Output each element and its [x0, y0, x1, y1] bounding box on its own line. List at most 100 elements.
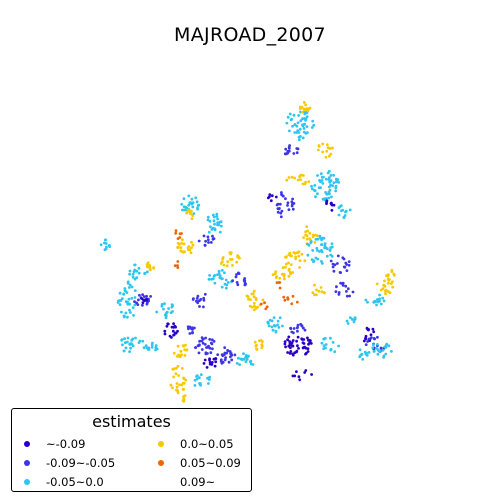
map-point: [382, 299, 386, 303]
map-point: [187, 203, 191, 207]
map-point: [311, 249, 315, 252]
map-point: [120, 338, 124, 341]
map-point: [295, 124, 299, 128]
map-point: [220, 285, 224, 289]
map-point: [124, 311, 128, 315]
map-point: [128, 308, 131, 312]
map-point: [378, 297, 381, 301]
map-point: [198, 376, 201, 379]
map-point: [329, 336, 332, 340]
map-point: [329, 246, 333, 250]
map-point: [298, 266, 301, 269]
map-point: [386, 281, 390, 285]
map-point: [331, 341, 335, 344]
map-point: [324, 197, 328, 200]
map-point: [225, 264, 229, 268]
map-point: [170, 325, 174, 329]
map-point: [103, 238, 107, 242]
map-point: [302, 174, 305, 177]
map-point: [295, 349, 299, 353]
map-point: [295, 300, 299, 304]
map-point: [375, 282, 379, 286]
map-point: [200, 336, 204, 339]
map-point: [361, 357, 365, 361]
map-point: [289, 327, 293, 330]
map-point: [310, 126, 314, 129]
map-point: [275, 281, 279, 284]
map-point: [173, 264, 177, 268]
map-point: [194, 346, 197, 349]
map-point: [220, 361, 224, 365]
map-point: [154, 344, 158, 347]
map-point: [145, 294, 149, 298]
map-point: [252, 295, 256, 299]
map-point: [344, 210, 347, 214]
legend-marker: [158, 479, 164, 485]
map-point: [291, 352, 294, 356]
map-point: [297, 131, 301, 134]
map-point: [353, 317, 357, 321]
map-point: [231, 264, 234, 267]
map-point: [229, 258, 232, 261]
map-point: [321, 182, 325, 185]
map-point: [202, 362, 206, 365]
map-point: [324, 346, 327, 350]
map-point: [196, 207, 200, 211]
map-point: [345, 319, 349, 323]
map-point: [122, 292, 126, 296]
map-point: [251, 292, 255, 296]
map-point: [287, 176, 291, 179]
map-point: [180, 250, 184, 253]
map-point: [364, 343, 368, 346]
map-point: [273, 324, 277, 328]
map-point: [312, 259, 316, 263]
map-point: [197, 203, 201, 207]
map-point: [207, 382, 210, 385]
map-point: [169, 311, 173, 314]
map-point: [118, 291, 122, 295]
map-point: [300, 110, 304, 114]
map-point: [185, 348, 189, 352]
map-point: [227, 360, 231, 364]
map-point: [290, 302, 294, 306]
map-point: [172, 322, 176, 326]
map-point: [376, 335, 379, 339]
legend-entry: ~-0.09: [24, 436, 85, 452]
map-point: [376, 343, 379, 346]
map-point: [263, 301, 266, 305]
map-point: [284, 255, 288, 259]
map-point: [182, 197, 186, 201]
map-point: [171, 329, 175, 333]
map-point: [197, 344, 201, 347]
map-point: [226, 349, 230, 353]
map-point: [278, 316, 282, 320]
map-point: [172, 375, 176, 379]
map-point: [368, 337, 371, 341]
map-point: [275, 203, 279, 207]
map-point: [123, 314, 126, 318]
map-point: [174, 372, 178, 376]
map-point: [126, 280, 130, 284]
map-point: [176, 260, 180, 263]
map-point: [364, 352, 368, 356]
map-point: [329, 174, 333, 177]
map-point: [128, 343, 132, 346]
map-point: [271, 273, 275, 277]
map-point: [223, 282, 227, 286]
map-point: [301, 341, 305, 345]
map-point: [292, 113, 296, 117]
map-point: [298, 378, 302, 382]
map-point: [303, 259, 307, 263]
map-point: [182, 344, 186, 348]
map-point: [123, 337, 126, 340]
map-point: [211, 237, 215, 241]
map-point: [322, 175, 325, 179]
map-point: [303, 112, 307, 116]
map-point: [190, 202, 194, 206]
map-point: [265, 305, 269, 309]
map-point: [169, 383, 173, 387]
map-point: [306, 229, 309, 233]
map-point: [143, 271, 147, 275]
map-point: [306, 336, 309, 340]
